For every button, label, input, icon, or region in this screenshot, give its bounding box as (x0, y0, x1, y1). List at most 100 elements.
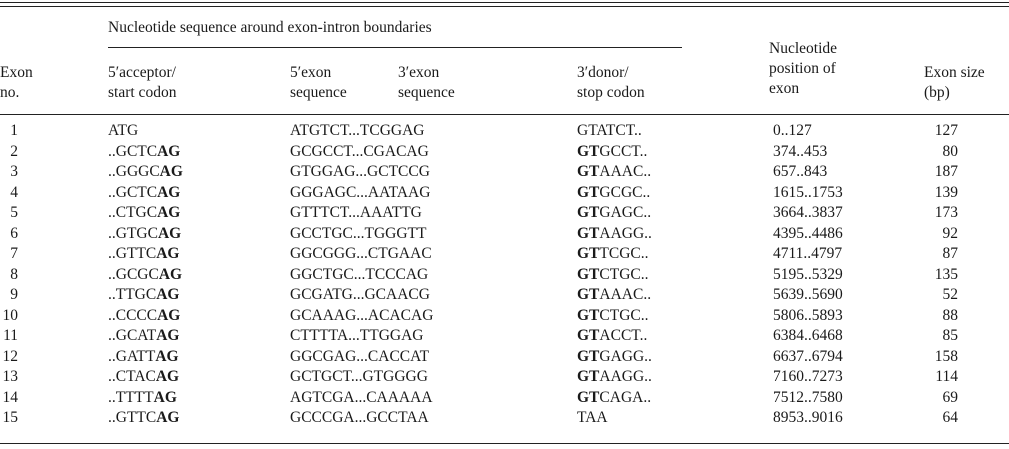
exon-sequence: GCTGCT...GTGGGG (290, 368, 428, 385)
table-row: 10 ..CCCCAG GCAAAG...ACACAG GTCTGC.. 5806..5… (0, 306, 1009, 327)
exon-sequence: GCAAAG...ACACAG (290, 306, 434, 324)
exon-number: 13 (2, 368, 19, 385)
exon-number: 1 (10, 122, 18, 139)
exon-sequence: GCCTGC...TGGGTT (290, 224, 427, 242)
exon-position: 5639..5690 (773, 286, 843, 303)
acceptor-sequence: ..GTTCAG (108, 245, 180, 262)
exon-position: 3664..3837 (773, 204, 843, 221)
bottom-rule (0, 443, 1009, 445)
exon-position: 6384..6468 (773, 327, 843, 344)
top-rule (0, 2, 1009, 4)
acceptor-sequence: ..TTTTAG (108, 388, 177, 406)
table-row: 15 ..GTTCAG GCCCGA...GCCTAA TAA 8953..9016 64 (0, 408, 1009, 429)
exon-size: 69 (942, 388, 959, 406)
exon-number: 14 (2, 388, 19, 406)
table-row: 3 ..GGGCAG GTGGAG...GCTCCG GTAAAC.. 657..843… (0, 162, 1009, 183)
donor-sequence: GTACCT.. (577, 327, 648, 344)
top-rule-2 (0, 6, 1009, 8)
table-body: 1 ATG ATGTCT...TCGGAG GTATCT.. 0..127 127 2..… (0, 121, 1009, 429)
donor-sequence: GTTCGC.. (577, 245, 649, 262)
exon-sequence: GGCGGG...CTGAAC (290, 245, 432, 262)
exon-size: 88 (942, 306, 959, 324)
exon-position: 6637..6794 (773, 347, 843, 365)
exon-position: 4395..4486 (773, 224, 843, 242)
donor-sequence: GTCAGA.. (577, 388, 652, 406)
acceptor-sequence: ..GCTCAG (108, 142, 181, 160)
table-row: 7 ..GTTCAG GGCGGG...CTGAAC GTTCGC.. 4711..47… (0, 244, 1009, 265)
exon-size: 173 (934, 204, 958, 221)
table-row: 2 ..GCTCAG GCGCCT...CGACAG GTGCCT.. 374..453… (0, 142, 1009, 163)
donor-sequence: GTAAGG.. (577, 224, 652, 242)
exon-size: 87 (942, 245, 959, 262)
exon-size: 92 (942, 224, 959, 242)
donor-sequence: GTCTGC.. (577, 306, 649, 324)
acceptor-sequence: ATG (108, 122, 139, 139)
exon-sequence: GTGGAG...GCTCCG (290, 163, 430, 180)
table-row: 12 ..GATTAG GGCGAG...CACCAT GTGAGG.. 6637..6… (0, 347, 1009, 368)
exon-position: 8953..9016 (773, 409, 843, 426)
exon-sequence: GTTTCT...AAATTG (290, 204, 422, 221)
exon-number: 12 (2, 347, 19, 365)
exon-size: 187 (934, 163, 958, 180)
acceptor-sequence: ..GCATAG (108, 327, 180, 344)
header-5-exon-sequence: 5′exon sequence (290, 64, 347, 101)
table-row: 13 ..CTACAG GCTGCT...GTGGGG GTAAGG.. 7160..7… (0, 367, 1009, 388)
exon-sequence: ATGTCT...TCGGAG (290, 122, 425, 139)
exon-size: 64 (942, 409, 959, 426)
group-header: Nucleotide sequence around exon-intron b… (108, 19, 432, 36)
exon-position: 7512..7580 (773, 388, 843, 406)
exon-number: 7 (10, 245, 18, 262)
donor-sequence: GTGAGG.. (577, 347, 652, 365)
exon-number: 10 (2, 306, 19, 324)
exon-size: 139 (934, 183, 958, 201)
exon-position: 1615..1753 (773, 183, 843, 201)
donor-sequence: GTGAGC.. (577, 204, 652, 221)
exon-sequence: GCCCGA...GCCTAA (290, 409, 429, 426)
table-row: 9 ..TTGCAG GCGATG...GCAACG GTAAAC.. 5639..56… (0, 285, 1009, 306)
donor-sequence: GTCTGC.. (577, 265, 649, 283)
exon-sequence: GGGAGC...AATAAG (290, 183, 431, 201)
exon-size: 158 (934, 347, 958, 365)
exon-position: 5806..5893 (773, 306, 843, 324)
exon-size: 135 (934, 265, 958, 283)
header-acceptor: 5′acceptor/start codon (108, 64, 177, 101)
header-3-exon-sequence: 3′exon sequence (398, 64, 455, 101)
donor-sequence: GTAAAC.. (577, 163, 652, 180)
exon-number: 3 (10, 163, 18, 180)
table-row: 14 ..TTTTAG AGTCGA...CAAAAA GTCAGA.. 7512..7… (0, 388, 1009, 409)
exon-number: 9 (10, 286, 18, 303)
table-row: 6 ..GTGCAG GCCTGC...TGGGTT GTAAGG.. 4395..44… (0, 224, 1009, 245)
table-row: 4 ..GCTCAG GGGAGC...AATAAG GTGCGC.. 1615..17… (0, 183, 1009, 204)
table-row: 1 ATG ATGTCT...TCGGAG GTATCT.. 0..127 127 (0, 121, 1009, 142)
acceptor-sequence: ..CTACAG (108, 368, 180, 385)
exon-position: 5195..5329 (773, 265, 843, 283)
exon-number: 4 (10, 183, 18, 201)
acceptor-sequence: ..GATTAG (108, 347, 179, 365)
acceptor-sequence: ..GGGCAG (108, 163, 183, 180)
exon-size: 114 (935, 368, 958, 385)
acceptor-sequence: ..GCTCAG (108, 183, 181, 201)
donor-sequence: TAA (577, 409, 608, 426)
exon-sequence: GCGCCT...CGACAG (290, 142, 429, 160)
exon-sequence: AGTCGA...CAAAAA (290, 388, 433, 406)
exon-position: 657..843 (773, 163, 828, 180)
exon-sequence: GGCGAG...CACCAT (290, 347, 430, 365)
donor-sequence: GTATCT.. (577, 122, 642, 139)
acceptor-sequence: ..CTGCAG (108, 204, 181, 221)
exon-size: 52 (942, 286, 959, 303)
table-row: 5 ..CTGCAG GTTTCT...AAATTG GTGAGC.. 3664..38… (0, 203, 1009, 224)
header-position: Nucleotide position of exon (769, 40, 838, 97)
group-header-rule (108, 47, 682, 48)
exon-number: 5 (10, 204, 18, 221)
exon-position: 4711..4797 (773, 245, 843, 262)
acceptor-sequence: ..GCGCAG (108, 265, 183, 283)
exon-number: 11 (3, 327, 18, 344)
header-rule (0, 114, 1009, 115)
exon-position: 0..127 (773, 122, 812, 139)
donor-sequence: GTAAAC.. (577, 286, 652, 303)
exon-number: 8 (10, 265, 18, 283)
acceptor-sequence: ..CCCCAG (108, 306, 181, 324)
donor-sequence: GTAAGG.. (577, 368, 652, 385)
exon-sequence: CTTTTA...TTGGAG (290, 327, 424, 344)
exon-size: 85 (942, 327, 959, 344)
